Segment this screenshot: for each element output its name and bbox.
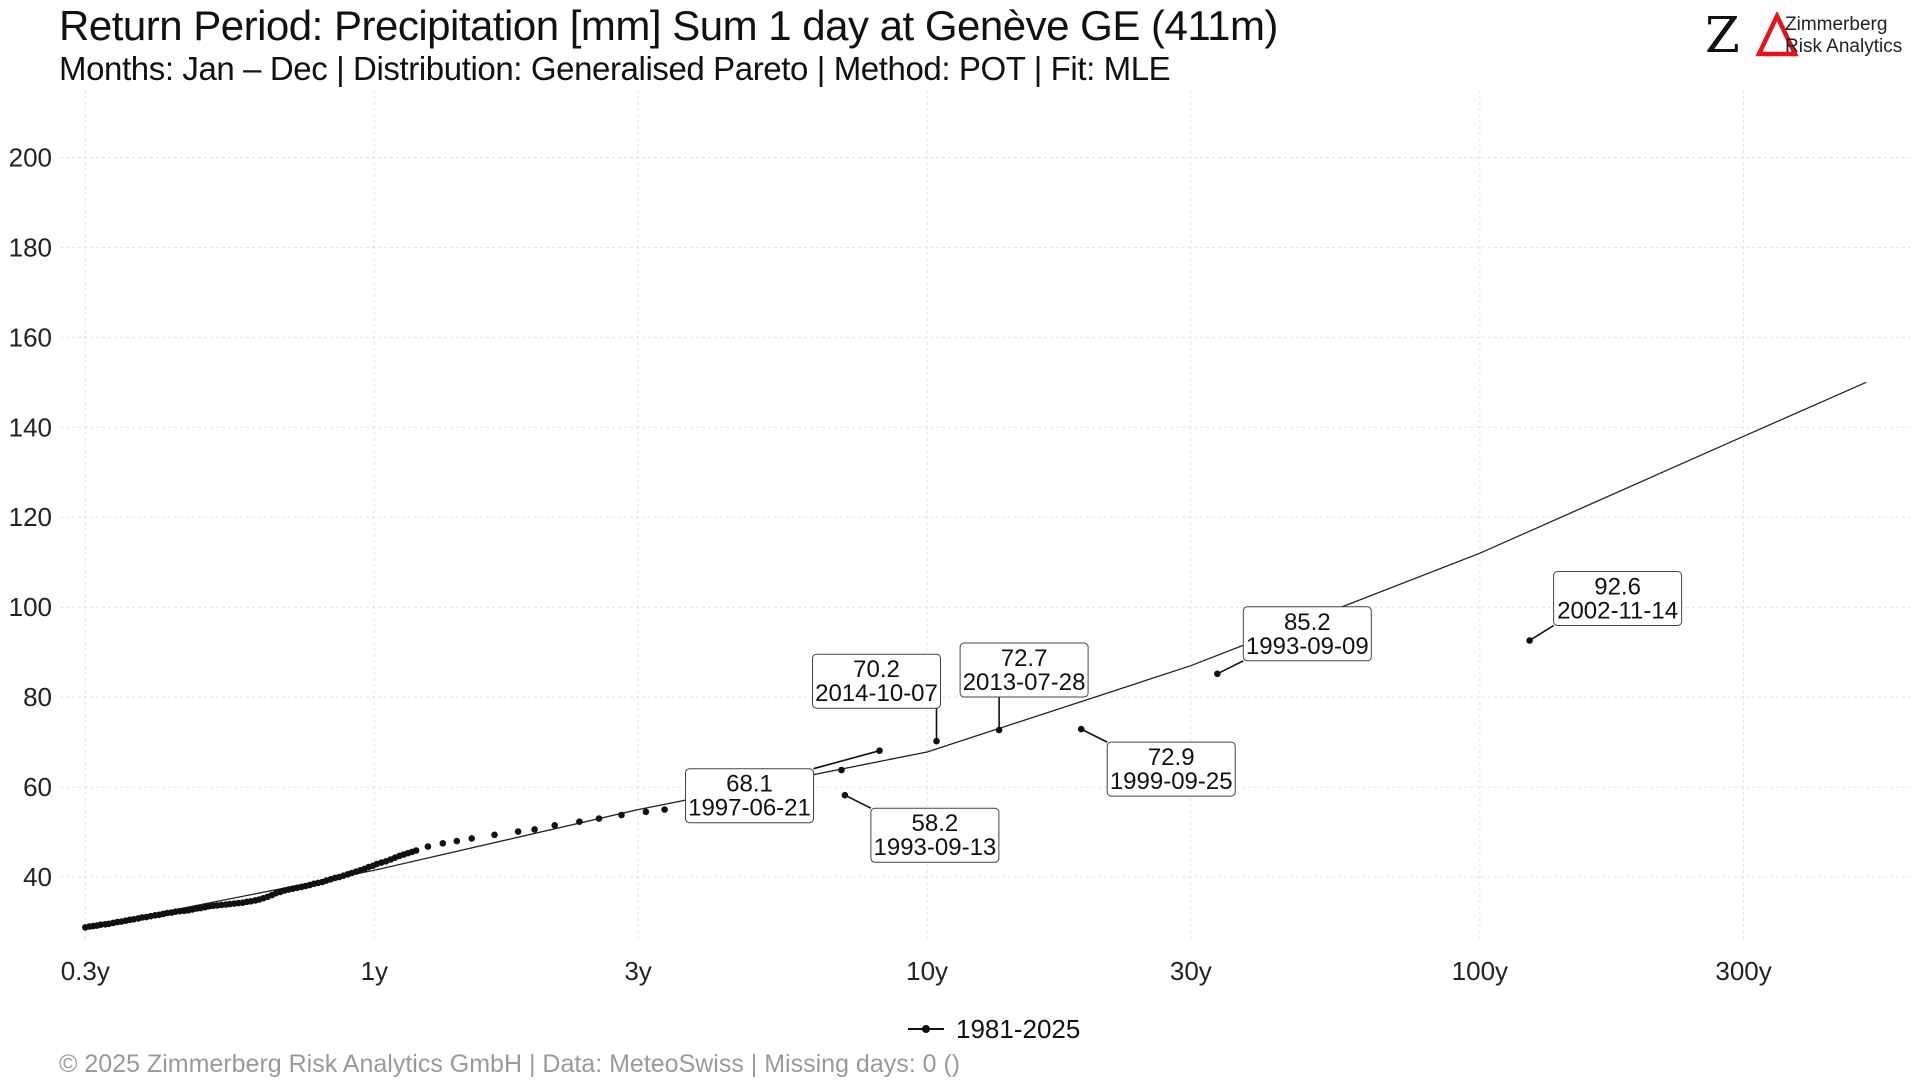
annotation-leader	[813, 749, 880, 770]
data-point	[412, 847, 420, 854]
annotation-value: 72.7	[1001, 645, 1048, 672]
annotation-date: 1993-09-13	[874, 834, 997, 861]
logo-line-1: Zimmerberg	[1785, 14, 1888, 35]
annotation-value: 85.2	[1284, 609, 1331, 636]
footer-credit: © 2025 Zimmerberg Risk Analytics GmbH | …	[59, 1050, 961, 1078]
annotation-leader	[1529, 624, 1555, 642]
logo-z-glyph: Z	[1705, 6, 1740, 64]
data-point	[468, 835, 476, 842]
data-point	[453, 837, 461, 845]
y-tick-label: 120	[9, 502, 52, 532]
y-tick-label: 60	[23, 772, 52, 802]
annotation-value: 92.6	[1594, 574, 1641, 601]
data-point	[838, 766, 845, 774]
annotation-box	[1242, 606, 1372, 662]
x-tick-label: 3y	[624, 956, 651, 986]
grid-lines	[60, 90, 1910, 940]
annotation-box	[959, 642, 1089, 698]
y-tick-label: 160	[9, 322, 52, 352]
y-tick-label: 140	[9, 412, 52, 442]
annotation-date: 1993-09-09	[1246, 633, 1369, 660]
data-point	[618, 811, 625, 819]
y-tick-label: 200	[9, 142, 52, 172]
legend-key-icon	[908, 1014, 944, 1044]
annotation-value: 72.9	[1148, 744, 1195, 771]
annotation-leader	[1216, 660, 1244, 675]
x-axis-ticks: 0.3y 1y 3y 10y 30y 100y 300y	[61, 956, 1772, 986]
y-axis-ticks: 40 60 80 100 120 140 160 180 200	[9, 142, 52, 892]
x-tick-label: 30y	[1170, 956, 1212, 986]
data-point	[439, 840, 447, 847]
logo-line-2: Risk Analytics	[1785, 36, 1903, 57]
chart-title: Return Period: Precipitation [mm] Sum 1 …	[59, 2, 1278, 49]
data-point	[551, 822, 558, 829]
data-point	[531, 826, 538, 833]
fit-curve-layer	[85, 381, 1867, 929]
annotation-box	[1106, 741, 1236, 797]
annotation-box	[1553, 571, 1683, 626]
annotation-box	[812, 653, 941, 709]
annotation-date: 1999-09-25	[1110, 768, 1233, 795]
annotation-value: 70.2	[853, 656, 900, 683]
data-point	[595, 815, 603, 822]
data-point	[661, 806, 668, 813]
annotation-date: 2013-07-28	[963, 669, 1086, 696]
logo-delta-icon	[1755, 12, 1799, 57]
data-point	[514, 828, 522, 835]
data-point	[642, 808, 650, 816]
y-tick-label: 40	[23, 862, 52, 892]
legend-label: 1981-2025	[956, 1013, 1081, 1044]
data-point	[576, 818, 583, 825]
annotation-date: 1997-06-21	[688, 795, 811, 822]
x-tick-label: 0.3y	[61, 956, 110, 986]
x-tick-label: 1y	[361, 956, 388, 986]
chart-legend: 1981-2025	[908, 1014, 1080, 1044]
y-tick-label: 180	[9, 232, 52, 262]
annotation-leader	[1080, 728, 1108, 743]
annotation-leader	[844, 794, 872, 809]
company-logo: Z Zimmerberg Risk Analytics	[1705, 8, 1905, 62]
data-point	[424, 843, 432, 850]
annotation-value: 68.1	[726, 771, 773, 798]
annotation-box	[870, 807, 1000, 863]
annotation-date: 2002-11-14	[1557, 598, 1678, 625]
y-tick-label: 100	[9, 592, 52, 622]
x-tick-label: 100y	[1452, 956, 1508, 986]
annotation-date: 2014-10-07	[815, 680, 938, 707]
logo-text: Zimmerberg Risk Analytics	[1785, 14, 1902, 58]
chart-subtitle: Months: Jan – Dec | Distribution: Genera…	[59, 50, 1171, 87]
data-point	[491, 831, 498, 839]
x-tick-label: 10y	[906, 956, 948, 986]
annotation-value: 58.2	[912, 810, 959, 837]
y-tick-label: 80	[23, 682, 52, 712]
annotation-box	[685, 768, 814, 824]
fit-curve-line	[85, 381, 1867, 929]
x-tick-label: 300y	[1715, 956, 1771, 986]
